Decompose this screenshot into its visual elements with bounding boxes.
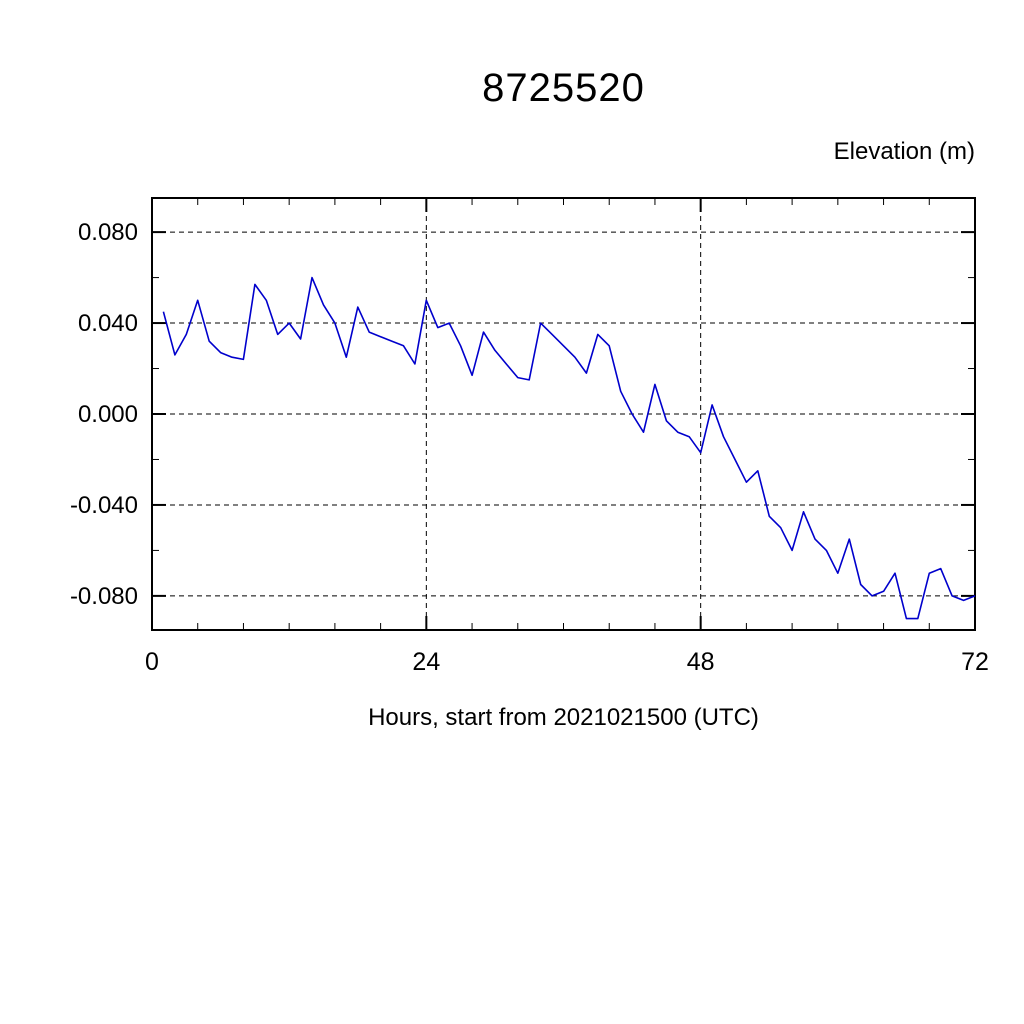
y-tick-label: 0.040 xyxy=(78,310,138,337)
y-tick-label: 0.080 xyxy=(78,219,138,246)
x-tick-label: 0 xyxy=(145,648,159,676)
station-id-title: 8725520 xyxy=(482,66,645,110)
y-tick-label: 0.000 xyxy=(78,401,138,428)
x-axis-label: Hours, start from 2021021500 (UTC) xyxy=(368,704,759,731)
elevation-axis-label: Elevation (m) xyxy=(833,138,975,165)
y-tick-label: -0.040 xyxy=(70,492,138,519)
x-tick-label: 48 xyxy=(687,648,715,676)
y-tick-label: -0.080 xyxy=(70,583,138,610)
plot-frame xyxy=(151,197,976,631)
x-tick-label: 24 xyxy=(412,648,440,676)
x-tick-label: 72 xyxy=(961,648,989,676)
elevation-data-line xyxy=(162,276,976,620)
